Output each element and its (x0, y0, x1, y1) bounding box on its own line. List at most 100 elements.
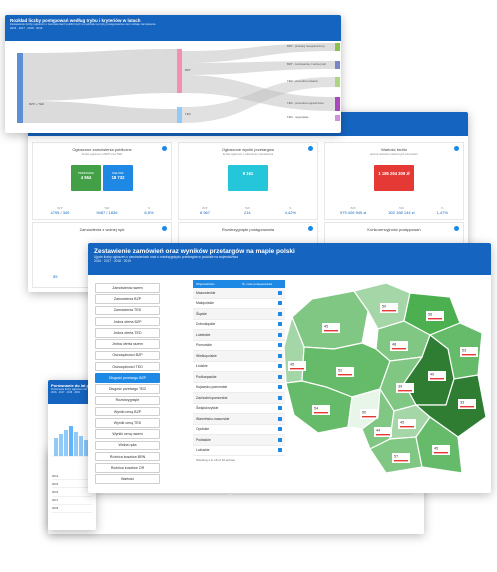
row-action-icon[interactable] (278, 343, 282, 348)
metric-menu-item[interactable]: Zamówienia BZP (95, 294, 160, 304)
sankey-subtitle-1: Zestawienie liczby ogłoszeń o zamówienia… (10, 22, 157, 26)
region-name: Łódzkie (196, 364, 208, 369)
row-action-icon[interactable] (278, 385, 282, 390)
metric-menu-item[interactable]: Jedna oferta razem (95, 339, 160, 349)
region-label: 57 (392, 453, 410, 463)
row-action-icon[interactable] (278, 448, 282, 453)
metric-menu-item[interactable]: Wolna ręka (95, 440, 160, 450)
summary-stat: BZP 979 426 945 zł (340, 207, 366, 215)
row-action-icon[interactable] (278, 353, 282, 358)
metric-menu-item[interactable]: Oszczędności TED (95, 361, 160, 372)
table-row[interactable]: Zachodniopomorskie (193, 393, 285, 404)
metric-menu-item[interactable]: Zamówienia razem (95, 283, 160, 293)
region-value: 45 (290, 363, 294, 367)
region-name: Podlaskie (196, 437, 211, 442)
summary-stat-value: 214 (243, 210, 251, 215)
region-value: 54 (314, 407, 318, 411)
metric-menu-item[interactable]: Rozstrzygnięte (95, 395, 160, 405)
row-action-icon[interactable] (278, 301, 282, 306)
metric-menu-item[interactable]: Oszczędności BZP (95, 350, 160, 360)
voivodeship-table: Województwo Śr. czas postępowania Mazowi… (193, 280, 285, 462)
metric-menu-item[interactable]: Jedna oferta BZP (95, 316, 160, 327)
region-label-box (428, 371, 446, 381)
row-action-icon[interactable] (278, 374, 282, 379)
table-row[interactable]: Mazowieckie (193, 288, 285, 299)
table-row[interactable]: Lubuskie (193, 446, 285, 456)
region-label-box (426, 311, 444, 321)
region-name: Mazowieckie (196, 290, 216, 295)
table-row[interactable]: Warmińsko-mazurskie (193, 414, 285, 425)
region-name: Opolskie (196, 427, 210, 432)
summary-stat-value: 1,47% (436, 210, 448, 215)
table-row[interactable]: Świętokrzyskie (193, 404, 285, 414)
summary-stats: BZP 4795 / 349 TED 9487 / 1836% 8,6% (37, 207, 167, 215)
table-row[interactable]: Opolskie (193, 425, 285, 435)
metric-menu-item[interactable]: Wyniki ceną BZP (95, 406, 160, 417)
info-icon[interactable] (162, 146, 167, 151)
table-row[interactable]: Łódzkie (193, 362, 285, 372)
row-action-icon[interactable] (278, 332, 282, 337)
region-underline (398, 390, 412, 392)
sankey-diagram: BZP + TED BZP TED BZP - przetarg nieograni… (17, 43, 340, 123)
row-action-icon[interactable] (278, 322, 282, 327)
metric-menu-item[interactable]: Zamówienia TED (95, 305, 160, 315)
region-underline (382, 310, 396, 312)
metric-menu-item[interactable]: Wartość (95, 474, 160, 484)
sankey-header: Rozkład liczby postępowań według trybu i… (5, 15, 341, 41)
table-row[interactable]: Wielkopolskie (193, 351, 285, 362)
row-action-icon[interactable] (278, 311, 282, 316)
summary-value: 9 161 (242, 171, 254, 176)
row-action-icon[interactable] (278, 437, 282, 442)
region-name: Lubuskie (196, 448, 210, 453)
info-icon[interactable] (454, 146, 459, 151)
table-header-region[interactable]: Województwo (196, 282, 215, 286)
map-subtitle: Ujęcie liczby ogłoszeń o zamówieniach or… (94, 255, 238, 259)
metric-menu-item[interactable]: Długość przetargu BZP (95, 373, 160, 383)
region-name: Lubelskie (196, 332, 211, 337)
table-header-value[interactable]: Śr. czas postępowania (242, 282, 273, 286)
region-lubelskie[interactable] (414, 374, 487, 438)
metric-menu-item[interactable]: Jedna oferta TED (95, 328, 160, 338)
region-zachodniopomorskie[interactable] (291, 290, 369, 350)
row-action-icon[interactable] (278, 395, 282, 400)
sankey-node-label: BZP (185, 68, 191, 72)
table-row[interactable]: Dolnośląskie (193, 320, 285, 330)
table-row[interactable]: Śląskie (193, 309, 285, 320)
row-action-icon[interactable] (278, 406, 282, 411)
info-icon[interactable] (162, 226, 167, 231)
table-row[interactable]: Podlaskie (193, 435, 285, 446)
region-value: 50 (362, 411, 366, 415)
table-header: Województwo Śr. czas postępowania (193, 280, 285, 288)
summary-stat-label: BZP (202, 207, 208, 210)
summary-stat-label: TED (244, 207, 250, 210)
chart-bar (54, 438, 58, 456)
metric-menu-item[interactable]: Długość przetargu TED (95, 384, 160, 394)
metric-menu-item[interactable]: Różnica kosztów BRN (95, 451, 160, 462)
summary-panel-subtitle: łączna wartość udzielonych zamówień (370, 152, 418, 156)
metric-menu-item[interactable]: Różnica kosztów OR (95, 463, 160, 473)
row-action-icon[interactable] (278, 416, 282, 421)
summary-value-box: 1 185 294 309 zł (374, 165, 414, 191)
year-row: 2017 (52, 497, 92, 505)
info-icon[interactable] (308, 146, 313, 151)
region-label: 48 (390, 341, 408, 351)
metric-menu-item[interactable]: Wyniki ceną razem (95, 429, 160, 439)
row-action-icon[interactable] (278, 427, 282, 432)
row-action-icon[interactable] (278, 290, 282, 295)
sankey-card: Rozkład liczby postępowań według trybu i… (5, 15, 341, 133)
summary-stat-value: 979 426 945 zł (340, 210, 367, 215)
table-row[interactable]: Podkarpackie (193, 372, 285, 383)
chart-bar (74, 432, 78, 456)
table-row[interactable]: Pomorskie (193, 341, 285, 351)
metric-menu-item[interactable]: Wyniki ceną TED (95, 418, 160, 428)
table-row[interactable]: Lubelskie (193, 330, 285, 341)
region-value: 53 (462, 349, 466, 353)
table-row[interactable]: Kujawsko-pomorskie (193, 383, 285, 393)
summary-stat-value: 302 158 144 zł (388, 210, 415, 215)
region-underline (376, 434, 390, 436)
summary-lower-value: 55 (53, 274, 58, 279)
info-icon[interactable] (308, 226, 313, 231)
info-icon[interactable] (454, 226, 459, 231)
row-action-icon[interactable] (278, 364, 282, 369)
table-row[interactable]: Małopolskie (193, 299, 285, 309)
